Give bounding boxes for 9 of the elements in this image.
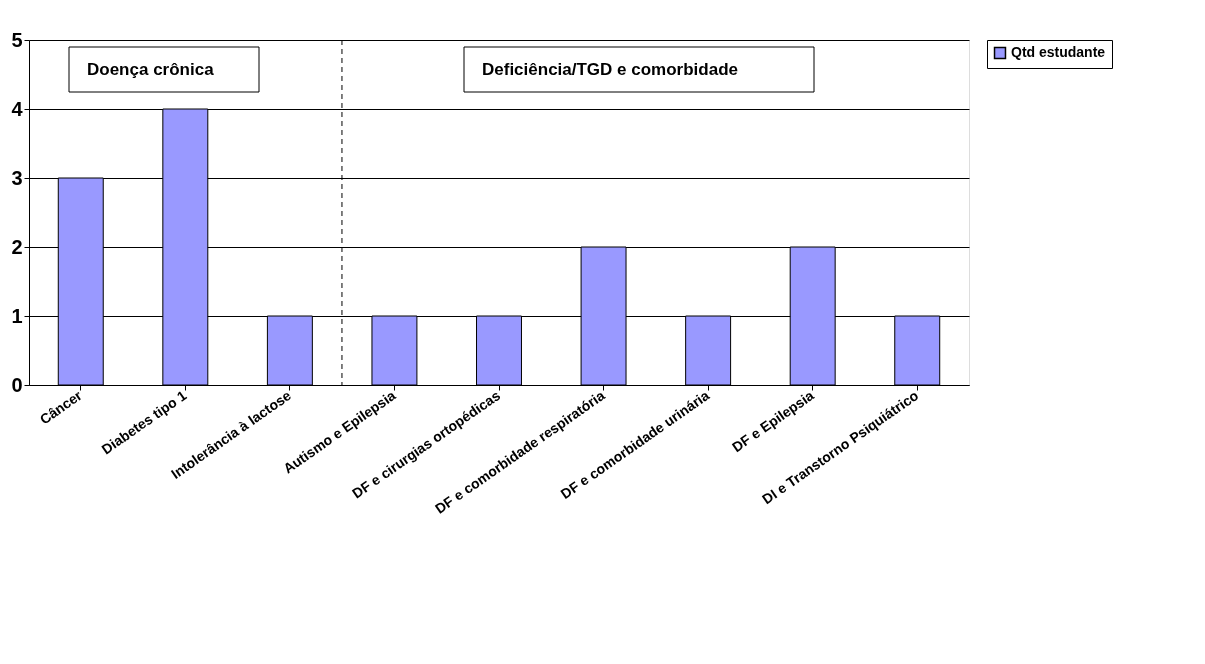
- y-tick-label: 0: [11, 373, 23, 396]
- y-tick-label: 3: [11, 166, 23, 189]
- y-tick-label: 5: [11, 28, 23, 51]
- legend-label: Qtd estudante: [1011, 44, 1106, 60]
- annotation: Deficiência/TGD e comorbidade: [482, 60, 739, 79]
- y-tick-label: 1: [11, 304, 23, 327]
- annotation: Doença crônica: [87, 60, 215, 79]
- y-tick-label: 2: [11, 235, 23, 258]
- y-tick-label: 4: [11, 97, 24, 120]
